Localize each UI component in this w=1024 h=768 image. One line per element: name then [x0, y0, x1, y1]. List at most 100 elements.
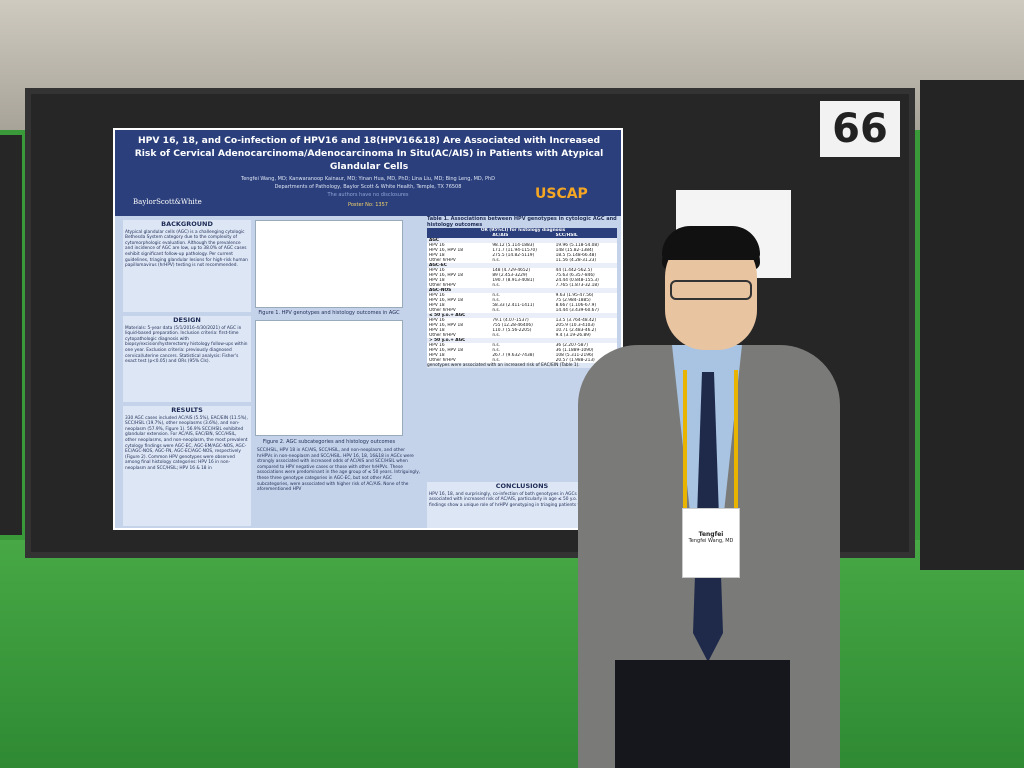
- table-cell: 13.5 (3.764-48.42): [555, 318, 597, 323]
- table-cell: 98.12 (5.114-1883): [492, 243, 535, 248]
- table-row: Other hrHPV n.s. 7.765 (1.873-32.18): [427, 283, 617, 288]
- table-group: AGC-NOS: [427, 288, 617, 293]
- table-cell: 755 (12.28-46406): [492, 323, 533, 328]
- table-group: ≤ 50 y.o.+ AGC: [427, 313, 617, 318]
- section-text: Atypical glandular cells (AGC) is a chal…: [125, 229, 248, 269]
- department: Departments of Pathology, Baylor Scott &…: [274, 184, 462, 190]
- table-row: Other hrHPV n.s. 14.44 (3.439-60.67): [427, 308, 617, 313]
- table-row: HPV 16 148 (4.729-4652) 44 (1.442-562.5): [427, 268, 617, 273]
- results-continued: SCC/HSIL, HPV 18 in AC/AIS, SCC/HSIL, an…: [255, 446, 423, 526]
- table-row: Other hrHPV n.s. 9.4 (3.19-26.89): [427, 333, 617, 338]
- table-cell: 275.5 (14.82-5119): [492, 253, 535, 258]
- table-cell: 89 (2.453-3229): [492, 273, 528, 278]
- logo-left: BaylorScott&White: [133, 198, 202, 206]
- table-group: > 50 y.o.+ AGC: [427, 338, 617, 343]
- table-cell: Other hrHPV: [429, 358, 456, 363]
- group-name: ≤ 50 y.o.+ AGC: [429, 313, 466, 318]
- board-number: 66: [820, 101, 900, 157]
- figure-panel: [255, 220, 403, 308]
- left-board: [0, 135, 22, 535]
- table-cell: HPV 16, HPV 18: [429, 348, 463, 353]
- table-group: AGC-EC: [427, 263, 617, 268]
- section-text: Materials: 5-year data (5/1/2016-4/30/20…: [125, 325, 248, 365]
- poster: HPV 16, 18, and Co-infection of HPV16 an…: [113, 128, 623, 530]
- section-text: 330 AGC cases included AC/AIS (5.5%), EA…: [125, 415, 248, 471]
- poster-title: HPV 16, 18, and Co-infection of HPV16 an…: [134, 135, 604, 172]
- lanyard: [683, 370, 687, 510]
- table-group: AGC: [427, 238, 617, 243]
- table-cell: 171.7 (11.94-11570): [492, 248, 537, 253]
- badge-first: Tengfei: [698, 531, 724, 538]
- table-cell: 11.56 (4.28-31.23): [555, 258, 597, 263]
- table-cell: 19.96 (5.118-54.08): [555, 243, 599, 248]
- table-cell: HPV 18: [429, 278, 445, 283]
- table-row: HPV 18 58.33 (2.411-1411) 8.667 (1.106-67.…: [427, 303, 617, 308]
- table-cell: HPV 16, HPV 18: [429, 248, 463, 253]
- table-cell: HPV 16: [429, 268, 445, 273]
- table-row: HPV 16 n.s. 36 (2.207-587): [427, 343, 617, 348]
- table-cell: 205.9 (10.3-4103): [555, 323, 595, 328]
- table-cell: HPV 16: [429, 343, 445, 348]
- table-cell: 267.7 (9.632-7438): [492, 353, 535, 358]
- hair: [662, 226, 760, 260]
- table-cell: 44 (1.442-562.5): [555, 268, 592, 273]
- table-cell: n.s.: [492, 283, 501, 288]
- table-header: OR (95%CI) for histology diagnosis: [480, 228, 566, 233]
- table-cell: 36 (2.207-587): [555, 343, 588, 348]
- table-cell: 9.4 (3.19-26.89): [555, 333, 591, 338]
- table-cell: HPV 16: [429, 243, 445, 248]
- table-cell: 9.63 (1.95-47.56): [555, 293, 594, 298]
- group-name: > 50 y.o.+ AGC: [429, 338, 466, 343]
- table-cell: HPV 18: [429, 353, 445, 358]
- table-cell: HPV 18: [429, 253, 445, 258]
- table-cell: 79.1 (4.07-1537): [492, 318, 529, 323]
- figure-caption: Figure 2. AGC subcategories and histolog…: [262, 439, 396, 445]
- group-name: AGC-NOS: [429, 288, 452, 293]
- table-row: HPV 16 n.s. 9.63 (1.95-47.56): [427, 293, 617, 298]
- table-cell: Other hrHPV: [429, 308, 456, 313]
- table-cell: n.s.: [492, 343, 501, 348]
- table-row: HPV 16, HPV 18 755 (12.28-46406) 205.9 (10…: [427, 323, 617, 328]
- group-name: AGC-EC: [429, 263, 447, 268]
- table-cell: 75 (2.984-1885): [555, 298, 591, 303]
- table-cell: n.s.: [492, 333, 501, 338]
- table-cell: n.s.: [492, 258, 501, 263]
- section: RESULTS 330 AGC cases included AC/AIS (5.…: [123, 406, 251, 526]
- table-row: HPV 16 98.12 (5.114-1883) 19.96 (5.118-54.…: [427, 243, 617, 248]
- table-cell: 75.63 (6.357-846): [555, 273, 595, 278]
- section-heading: BACKGROUND: [161, 220, 213, 228]
- table-cell: n.s.: [492, 293, 501, 298]
- table-cell: 110.7 (5.56-2205): [492, 328, 532, 333]
- table-column: SCC/HSIL: [555, 233, 578, 238]
- badge-name: Tengfei Wang, MD: [688, 538, 734, 544]
- poster-header: HPV 16, 18, and Co-infection of HPV16 an…: [115, 130, 621, 216]
- table-cell: n.s.: [492, 348, 501, 353]
- table-cell: Other hrHPV: [429, 283, 456, 288]
- disclosure: The authors have no disclosures: [327, 192, 409, 198]
- table-cell: HPV 16: [429, 293, 445, 298]
- table-row: HPV 18 110.7 (5.56-2205) 10.71 (2.483-46.2…: [427, 328, 617, 333]
- table-cell: 190.7 (8.913-4081): [492, 278, 535, 283]
- table-cell: 8.667 (1.106-67.9): [555, 303, 597, 308]
- table-cell: HPV 16, HPV 18: [429, 323, 463, 328]
- name-badge: Tengfei Tengfei Wang, MD: [682, 508, 740, 578]
- table-cell: HPV 18: [429, 328, 445, 333]
- table-cell: 58.33 (2.411-1411): [492, 303, 535, 308]
- table-row: HPV 18 275.5 (14.82-5119) 18.5 (5.148-66.4…: [427, 253, 617, 258]
- table-cell: Other hrHPV: [429, 333, 456, 338]
- section: BACKGROUND Atypical glandular cells (AGC)…: [123, 220, 251, 312]
- table-cell: 36 (1.1889-1090): [555, 348, 594, 353]
- table-cell: HPV 16, HPV 18: [429, 298, 463, 303]
- table-cell: Other hrHPV: [429, 258, 456, 263]
- table-row: HPV 16, HPV 18 n.s. 75 (2.984-1885): [427, 298, 617, 303]
- table-row: HPV 16, HPV 18 171.7 (11.94-11570) 148 (15…: [427, 248, 617, 253]
- table-cell: 10.71 (2.483-46.2): [555, 328, 597, 333]
- section: DESIGN Materials: 5-year data (5/1/2016-4…: [123, 316, 251, 402]
- authors: Tengfei Wang, MD; Kanwaranoop Kainaur, M…: [240, 176, 495, 182]
- carpet: [0, 540, 1024, 768]
- pants: [615, 660, 790, 768]
- table-header-row: OR (95%CI) for histology diagnosis: [427, 228, 617, 233]
- glasses: [670, 280, 752, 300]
- table-row: HPV 18 190.7 (8.913-4081) 24.44 (0.848-155…: [427, 278, 617, 283]
